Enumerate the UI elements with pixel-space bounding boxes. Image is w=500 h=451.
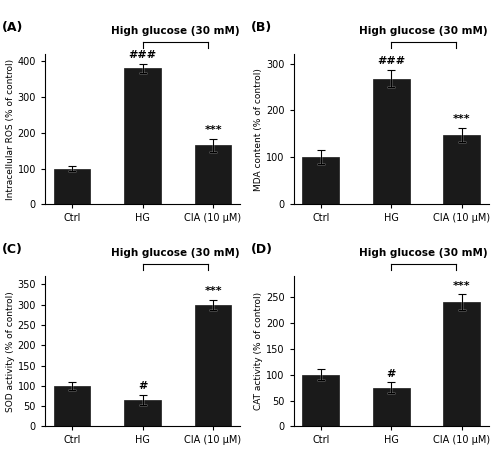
- Y-axis label: MDA content (% of control): MDA content (% of control): [254, 68, 264, 191]
- Text: (B): (B): [250, 21, 272, 34]
- Text: #: #: [138, 382, 147, 391]
- Bar: [373, 387, 410, 426]
- Bar: [373, 78, 410, 204]
- Bar: [302, 157, 339, 204]
- Text: High glucose (30 mM): High glucose (30 mM): [111, 248, 240, 258]
- Text: (D): (D): [250, 243, 272, 256]
- Text: (C): (C): [2, 243, 23, 256]
- Text: ***: ***: [453, 114, 470, 124]
- Text: #: #: [386, 368, 396, 379]
- Text: High glucose (30 mM): High glucose (30 mM): [360, 26, 488, 36]
- Text: ###: ###: [377, 56, 406, 66]
- Bar: [124, 69, 161, 204]
- Bar: [194, 304, 232, 426]
- Bar: [444, 302, 480, 426]
- Text: High glucose (30 mM): High glucose (30 mM): [111, 26, 240, 36]
- Text: ***: ***: [204, 125, 222, 135]
- Text: ***: ***: [204, 286, 222, 296]
- Bar: [444, 135, 480, 204]
- Text: ***: ***: [453, 281, 470, 290]
- Bar: [194, 145, 232, 204]
- Bar: [124, 400, 161, 426]
- Bar: [54, 386, 90, 426]
- Y-axis label: SOD activity (% of control): SOD activity (% of control): [6, 291, 15, 412]
- Bar: [54, 169, 90, 204]
- Y-axis label: Intracellular ROS (% of control): Intracellular ROS (% of control): [6, 59, 15, 200]
- Text: (A): (A): [2, 21, 24, 34]
- Text: High glucose (30 mM): High glucose (30 mM): [360, 248, 488, 258]
- Bar: [302, 375, 339, 426]
- Y-axis label: CAT activity (% of control): CAT activity (% of control): [254, 292, 263, 410]
- Text: ###: ###: [128, 51, 156, 60]
